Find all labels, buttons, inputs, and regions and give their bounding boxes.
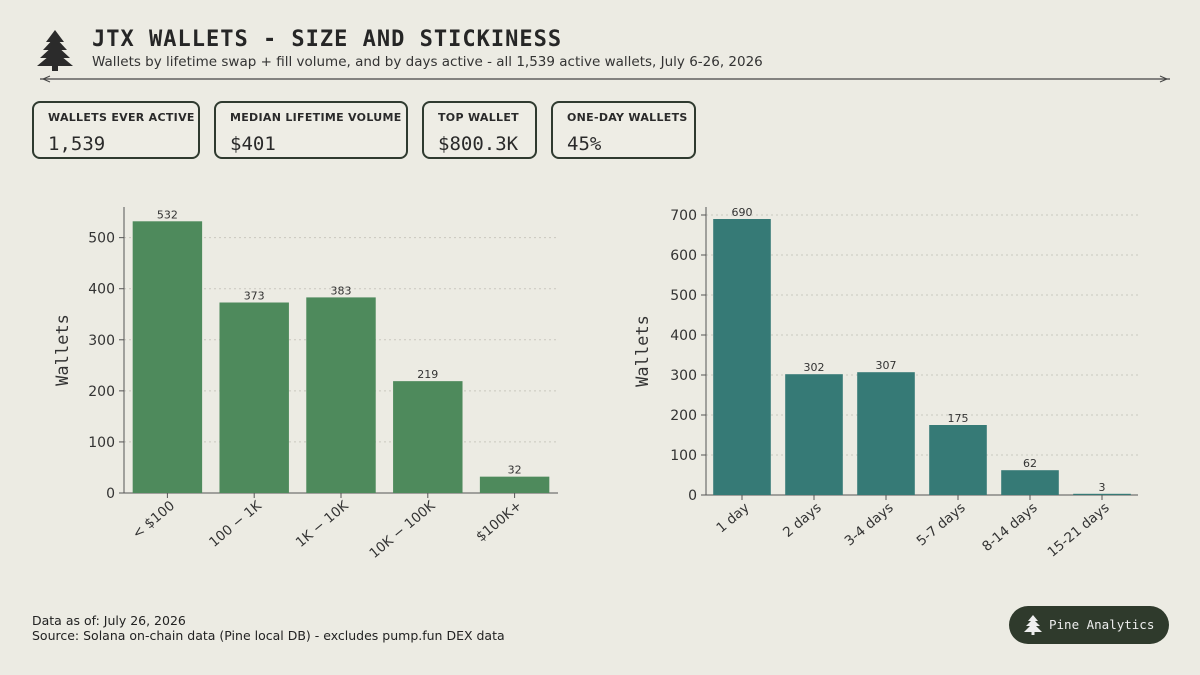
x-tick-label: 1 day (713, 500, 752, 537)
x-tick-label: 1K − 10K (293, 497, 353, 551)
x-tick-label: < $100 (129, 498, 178, 542)
y-tick-label: 400 (88, 282, 115, 298)
brand-badge: Pine Analytics (1009, 606, 1169, 644)
y-tick-label: 600 (670, 248, 697, 264)
data-label: 373 (244, 290, 265, 303)
kpi-value: $401 (230, 133, 276, 155)
bar (857, 372, 915, 495)
y-tick-label: 200 (670, 408, 697, 424)
x-tick-label: $100K+ (473, 498, 525, 545)
x-tick-label: 3-4 days (842, 500, 897, 550)
x-tick-label: 10K − 100K (366, 497, 439, 562)
data-label: 3 (1099, 481, 1106, 494)
y-tick-label: 700 (670, 208, 697, 224)
data-label: 32 (508, 464, 522, 477)
x-tick-label: 8-14 days (979, 500, 1040, 555)
bar (306, 297, 376, 493)
y-axis-label: Wallets (633, 315, 653, 387)
kpi-value: 1,539 (48, 133, 106, 155)
header-divider (40, 75, 1170, 83)
y-tick-label: 200 (88, 384, 115, 400)
bar (929, 425, 987, 495)
data-label: 383 (331, 284, 352, 297)
y-tick-label: 500 (88, 231, 115, 247)
volume-bucket-chart: 0 100 200 300 400 500 Wallets 532 < $100 373 100 −… (53, 207, 558, 562)
x-tick-label: 15-21 days (1045, 500, 1113, 561)
y-tick-label: 0 (688, 488, 697, 504)
bar (132, 221, 203, 494)
data-label: 532 (157, 208, 178, 221)
bar (1073, 493, 1131, 495)
kpi-value: $800.3K (438, 133, 519, 155)
kpi-label: MEDIAN LIFETIME VOLUME (230, 111, 402, 124)
days-active-chart: 0 100 200 300 400 500 600 700 Wallets 690 1 day 302… (633, 206, 1138, 561)
data-label: 175 (948, 412, 969, 425)
y-tick-label: 100 (670, 448, 697, 464)
y-tick-label: 0 (106, 486, 115, 502)
pine-tree-icon (1024, 615, 1042, 635)
data-label: 219 (417, 368, 438, 381)
kpi-label: WALLETS EVER ACTIVE (48, 111, 195, 124)
bar (393, 381, 463, 493)
kpi-card-one-day-wallets: ONE-DAY WALLETS 45% (551, 101, 696, 159)
data-label: 302 (804, 361, 825, 374)
data-label: 690 (732, 206, 753, 219)
kpi-label: TOP WALLET (438, 111, 519, 124)
x-tick-label: 2 days (780, 500, 825, 541)
kpi-card-top-wallet: TOP WALLET $800.3K (422, 101, 537, 159)
data-label: 307 (876, 359, 897, 372)
y-axis-label: Wallets (53, 314, 73, 386)
data-source: Source: Solana on-chain data (Pine local… (32, 628, 505, 643)
kpi-card-wallets-ever-active: WALLETS EVER ACTIVE 1,539 (32, 101, 200, 159)
data-label: 62 (1023, 457, 1037, 470)
y-tick-label: 500 (670, 288, 697, 304)
brand-name: Pine Analytics (1049, 617, 1155, 632)
bar (1001, 470, 1059, 495)
kpi-value: 45% (567, 133, 602, 155)
page-title: JTX WALLETS - SIZE AND STICKINESS (92, 27, 563, 52)
bar (785, 374, 843, 495)
y-tick-label: 300 (670, 368, 697, 384)
kpi-label: ONE-DAY WALLETS (567, 111, 688, 124)
x-tick-label: 5-7 days (914, 500, 969, 550)
bar (219, 302, 289, 493)
y-tick-label: 100 (88, 435, 115, 451)
y-tick-label: 400 (670, 328, 697, 344)
kpi-card-median-lifetime-volume: MEDIAN LIFETIME VOLUME $401 (214, 101, 408, 159)
data-as-of: Data as of: July 26, 2026 (32, 613, 186, 628)
pine-tree-icon (37, 30, 73, 71)
bar (479, 476, 550, 493)
y-tick-label: 300 (88, 333, 115, 349)
bar (713, 219, 771, 495)
x-tick-label: 100 − 1K (206, 497, 266, 551)
page-subtitle: Wallets by lifetime swap + fill volume, … (92, 54, 763, 70)
